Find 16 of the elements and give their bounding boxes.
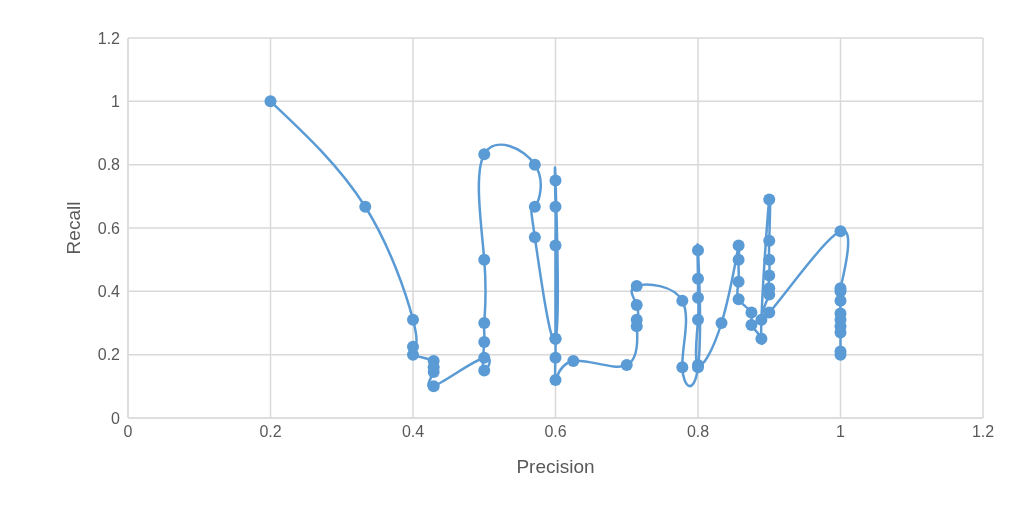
y-tick-label: 0.2 (97, 346, 121, 364)
x-tick-label: 0.8 (686, 423, 710, 441)
y-tick-label: 0.6 (97, 219, 121, 237)
x-tick-label: 0.4 (401, 423, 425, 441)
y-axis-title: Recall (62, 201, 84, 255)
x-tick-label: 0.2 (259, 423, 282, 441)
x-tick-label: 1.2 (971, 423, 995, 441)
x-tick-label: 0.6 (544, 423, 567, 441)
x-tick-label: 0 (123, 423, 133, 441)
y-tick-label: 0.8 (97, 156, 121, 174)
y-tick-label: 0.4 (97, 283, 121, 301)
y-tick-label: 0 (111, 409, 121, 427)
x-tick-label: 1 (836, 423, 846, 441)
y-tick-label: 1.2 (97, 29, 121, 47)
x-axis-title: Precision (516, 456, 595, 477)
y-tick-label: 1 (111, 93, 121, 111)
